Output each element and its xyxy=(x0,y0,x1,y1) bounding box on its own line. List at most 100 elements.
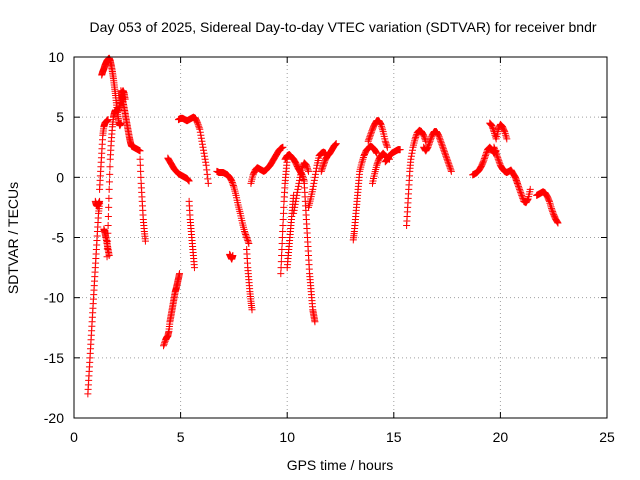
series-arc28 xyxy=(403,126,430,229)
data-point xyxy=(443,155,451,163)
data-point xyxy=(420,131,428,139)
series-arc25 xyxy=(364,117,391,151)
data-point xyxy=(176,270,184,278)
data-point xyxy=(426,139,434,147)
x-tick-labels: 0 5 10 15 20 25 xyxy=(70,429,615,445)
data-point xyxy=(548,206,556,214)
y-tick-label: 0 xyxy=(56,169,64,185)
data-point xyxy=(440,146,448,154)
series-arc8 xyxy=(136,155,149,245)
series-arc6 xyxy=(103,87,129,261)
data-point xyxy=(524,196,532,204)
data-point xyxy=(516,187,524,195)
data-point xyxy=(293,188,301,196)
data-point xyxy=(318,164,326,172)
data-point xyxy=(309,182,317,190)
data-point xyxy=(137,167,145,175)
data-point xyxy=(292,194,300,202)
data-point xyxy=(160,340,168,348)
series-arc24 xyxy=(349,142,381,244)
data-point xyxy=(526,185,534,193)
data-point xyxy=(243,234,251,241)
data-point xyxy=(426,137,434,145)
data-point xyxy=(435,131,443,139)
x-axis-label: GPS time / hours xyxy=(287,457,394,473)
data-point xyxy=(300,175,308,183)
data-point xyxy=(517,190,525,198)
data-point xyxy=(229,181,237,189)
data-point xyxy=(303,163,311,171)
data-point xyxy=(228,177,236,185)
data-point xyxy=(292,197,300,205)
data-point xyxy=(419,129,427,137)
data-point xyxy=(309,185,317,193)
data-point xyxy=(303,164,311,172)
data-point xyxy=(280,203,288,211)
data-point xyxy=(501,128,509,136)
data-point xyxy=(493,151,501,159)
data-point xyxy=(278,246,286,254)
data-point xyxy=(490,143,498,151)
data-point xyxy=(442,151,450,159)
data-point xyxy=(440,148,448,156)
data-point xyxy=(196,128,204,136)
data-point xyxy=(228,178,236,186)
data-point xyxy=(105,185,113,193)
data-point xyxy=(136,161,144,169)
data-point xyxy=(242,230,250,238)
data-point xyxy=(198,137,206,145)
data-point xyxy=(103,245,111,253)
data-point xyxy=(278,252,286,260)
data-point xyxy=(310,176,318,184)
plot-frame xyxy=(73,56,608,419)
y-tick-label: -5 xyxy=(52,230,65,246)
data-point xyxy=(106,170,114,178)
data-point xyxy=(408,149,416,157)
data-point xyxy=(318,166,326,174)
data-point xyxy=(383,143,391,151)
data-point xyxy=(545,196,553,204)
data-point xyxy=(248,306,256,314)
data-point xyxy=(104,212,112,220)
data-point xyxy=(241,229,249,237)
data-point xyxy=(498,122,506,130)
series-arc5 xyxy=(100,225,113,260)
data-point xyxy=(317,167,325,175)
series-arc14 xyxy=(243,246,256,314)
data-point xyxy=(319,163,327,171)
data-point xyxy=(291,157,299,165)
data-point xyxy=(242,232,250,240)
data-point xyxy=(446,164,454,172)
data-point xyxy=(378,122,386,130)
data-point xyxy=(136,155,144,163)
data-point xyxy=(106,163,114,171)
data-point xyxy=(492,148,500,156)
data-point xyxy=(482,150,490,158)
data-point xyxy=(104,229,112,237)
data-point xyxy=(376,119,384,127)
data-point xyxy=(311,318,319,326)
data-point xyxy=(202,161,210,169)
data-point xyxy=(103,253,111,261)
series-arc3 xyxy=(96,116,112,193)
series-arc31 xyxy=(486,119,511,143)
data-point xyxy=(241,227,249,235)
data-point xyxy=(331,141,339,149)
data-point xyxy=(277,258,285,266)
data-point xyxy=(424,142,432,150)
data-point xyxy=(447,167,455,175)
data-point xyxy=(366,131,374,139)
data-point xyxy=(358,159,366,167)
data-point xyxy=(197,131,205,139)
series-arc9 xyxy=(160,270,184,350)
data-point xyxy=(294,182,302,190)
data-point xyxy=(293,191,301,199)
data-point xyxy=(141,237,149,245)
data-point xyxy=(105,194,113,202)
data-point xyxy=(290,209,298,217)
data-point xyxy=(201,155,209,163)
data-point xyxy=(445,161,453,169)
data-point xyxy=(514,181,522,189)
data-point xyxy=(501,129,509,137)
data-point xyxy=(423,145,431,153)
